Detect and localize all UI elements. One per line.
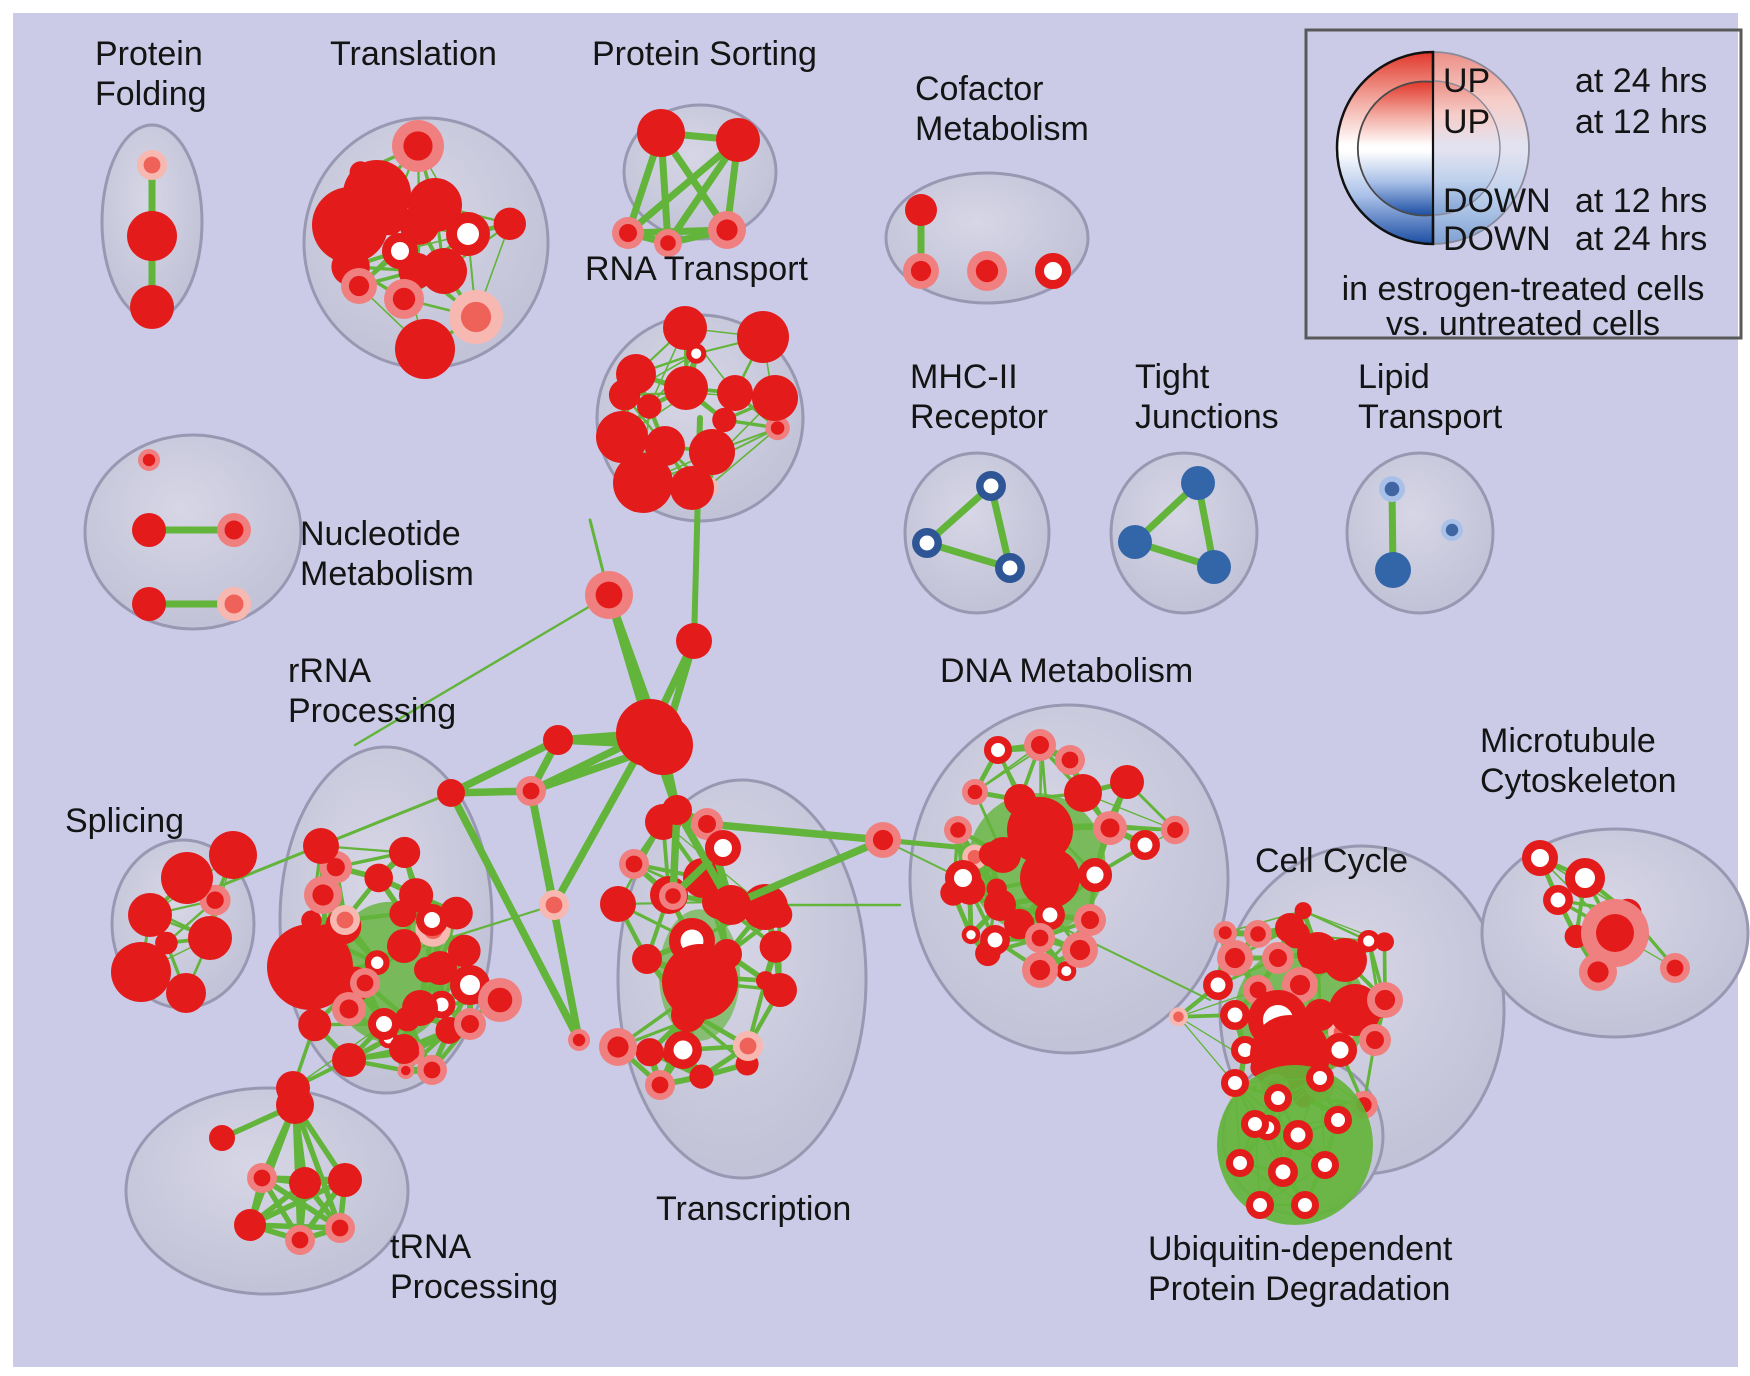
svg-text:Processing: Processing [390, 1268, 558, 1306]
svg-text:at 12 hrs: at 12 hrs [1575, 182, 1707, 220]
svg-text:at 24 hrs: at 24 hrs [1575, 220, 1707, 258]
svg-text:Ubiquitin-dependent: Ubiquitin-dependent [1148, 1230, 1453, 1268]
svg-text:UP: UP [1443, 62, 1490, 100]
svg-text:Cofactor: Cofactor [915, 70, 1044, 108]
svg-text:at 12 hrs: at 12 hrs [1575, 103, 1707, 141]
svg-text:Junctions: Junctions [1135, 398, 1279, 436]
svg-text:Metabolism: Metabolism [915, 110, 1089, 148]
svg-text:Transcription: Transcription [656, 1190, 851, 1228]
svg-text:tRNA: tRNA [390, 1228, 472, 1266]
svg-text:DNA Metabolism: DNA Metabolism [940, 652, 1193, 690]
svg-text:Folding: Folding [95, 75, 207, 113]
svg-text:at 24 hrs: at 24 hrs [1575, 62, 1707, 100]
svg-text:Receptor: Receptor [910, 398, 1048, 436]
svg-text:Cell Cycle: Cell Cycle [1255, 842, 1408, 880]
svg-text:MHC-II: MHC-II [910, 358, 1018, 396]
svg-text:RNA Transport: RNA Transport [585, 250, 809, 288]
svg-text:UP: UP [1443, 103, 1490, 141]
svg-text:Transport: Transport [1358, 398, 1503, 436]
svg-text:Microtubule: Microtubule [1480, 722, 1656, 760]
svg-text:Lipid: Lipid [1358, 358, 1430, 396]
svg-text:Translation: Translation [330, 35, 497, 73]
svg-text:Metabolism: Metabolism [300, 555, 474, 593]
svg-text:DOWN: DOWN [1443, 220, 1551, 258]
svg-text:Protein Sorting: Protein Sorting [592, 35, 817, 73]
svg-text:Cytoskeleton: Cytoskeleton [1480, 762, 1677, 800]
svg-text:vs. untreated cells: vs. untreated cells [1386, 305, 1660, 343]
svg-text:rRNA: rRNA [288, 652, 371, 690]
svg-text:in estrogen-treated cells: in estrogen-treated cells [1342, 270, 1705, 308]
svg-text:Processing: Processing [288, 692, 456, 730]
svg-text:Protein Degradation: Protein Degradation [1148, 1270, 1450, 1308]
svg-text:Tight: Tight [1135, 358, 1210, 396]
svg-text:DOWN: DOWN [1443, 182, 1551, 220]
svg-text:Splicing: Splicing [65, 802, 184, 840]
svg-text:Protein: Protein [95, 35, 203, 73]
svg-text:Nucleotide: Nucleotide [300, 515, 461, 553]
